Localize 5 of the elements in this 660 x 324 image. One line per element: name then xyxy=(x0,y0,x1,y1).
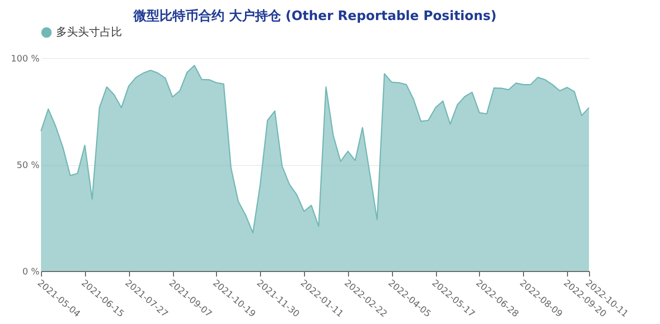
y-tick-label: 50 % xyxy=(16,161,40,171)
y-tick-label: 100 % xyxy=(10,54,40,64)
y-tick-label: 0 % xyxy=(22,268,40,278)
legend-label: 多头头寸占比 xyxy=(56,26,122,38)
chart-title: 微型比特币合约 大户持仓 (Other Reportable Positions) xyxy=(132,8,497,24)
